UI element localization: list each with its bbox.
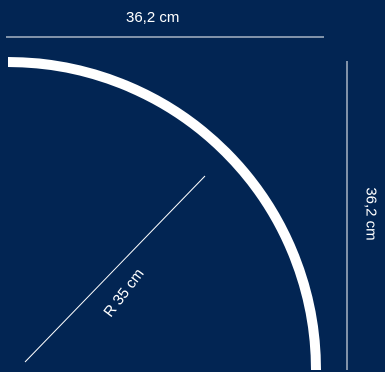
width-dimension-label: 36,2 cm xyxy=(126,9,180,26)
height-dimension-label: 36,2 cm xyxy=(362,187,380,241)
molding-arc xyxy=(7,57,321,371)
radius-line xyxy=(24,175,206,363)
